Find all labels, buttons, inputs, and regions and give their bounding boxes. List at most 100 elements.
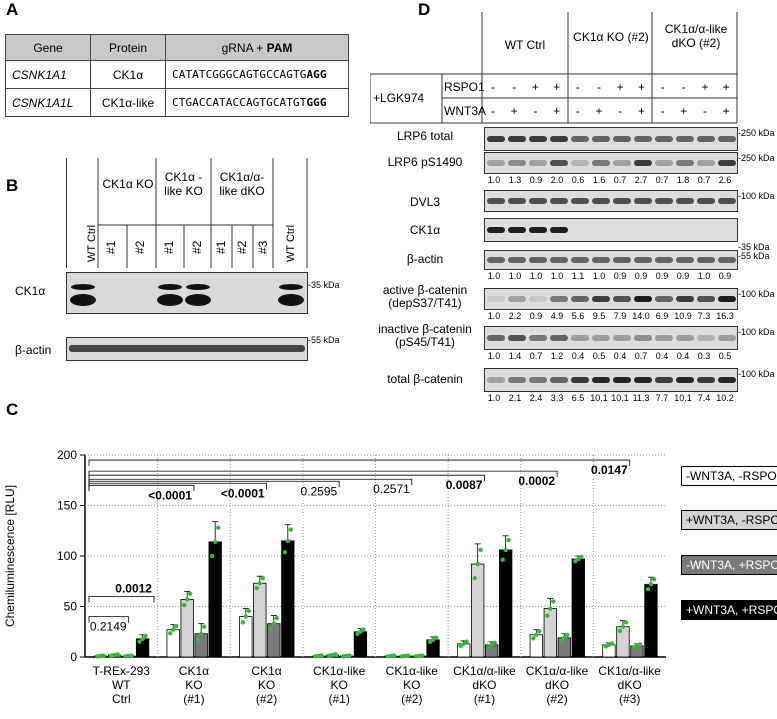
data-point [215, 525, 221, 530]
panel-b-group-ck1a-like-ko: CK1α -like KO [164, 170, 203, 198]
data-point [268, 627, 274, 632]
panel-letter-a: A [6, 0, 19, 19]
table-row: CSNK1A1 CK1α CATATCGGGCAGTGCCAGTGAGG [5, 60, 349, 89]
significance-bracket [88, 459, 631, 467]
data-point [623, 620, 629, 625]
data-point [492, 640, 497, 645]
panel-b-blot-label-ck1a: CK1α [15, 284, 46, 298]
data-point [548, 606, 553, 611]
data-point [143, 633, 148, 639]
panel-letter-d: D [418, 0, 431, 19]
legend-item-0: -WNT3A, -RSPO1 [681, 466, 777, 486]
data-point [271, 621, 277, 626]
quant-value: 1.3 [508, 175, 522, 185]
p-value-label: 0.0147 [591, 463, 628, 477]
data-point [433, 635, 439, 640]
data-point [531, 636, 536, 641]
panel-d-group-dko: CK1α/α-like dKO (#2) [664, 22, 728, 50]
quant-value: 1.0 [487, 271, 501, 281]
quant-value: 6.9 [655, 311, 669, 321]
data-point [115, 652, 120, 657]
rspo1-sign: - [491, 80, 495, 94]
data-point [198, 631, 204, 636]
quant-value: 1.1 [571, 271, 585, 281]
data-point [140, 636, 145, 642]
panel-d-marker: -35 kDa [738, 242, 770, 252]
data-point [419, 653, 425, 658]
panel-letter-c: C [6, 400, 19, 419]
pam-label: PAM [266, 40, 293, 55]
y-axis-label: Chemiluminescence [RLU] [3, 485, 17, 627]
quant-value: 10.1 [590, 393, 608, 403]
quant-value: 2.6 [718, 175, 732, 185]
quant-value: 0.4 [655, 351, 669, 361]
data-point [391, 653, 397, 658]
wnt3a-sign: + [637, 104, 645, 118]
quant-value: 1.0 [487, 393, 501, 403]
legend-item-1: +WNT3A, -RSPO1 [681, 510, 777, 530]
panel-d-blot [484, 368, 738, 392]
bar [253, 582, 267, 658]
rspo1-sign: + [701, 80, 709, 94]
panel-b-marker-55: -55 kDa [308, 335, 340, 345]
data-point [464, 639, 469, 644]
quant-value: 0.7 [634, 351, 648, 361]
p-value-label: 0.2595 [300, 484, 337, 498]
data-point [257, 581, 263, 586]
bar [571, 558, 585, 658]
quant-value: 4.9 [550, 311, 564, 321]
rspo1-sign: - [512, 80, 517, 94]
rspo1-sign: + [637, 80, 645, 94]
quant-value: 10.2 [716, 393, 734, 403]
p-value-label: 0.2571 [373, 482, 410, 496]
bar [644, 583, 658, 658]
panel-b-blot-label-actin: β-actin [15, 343, 52, 357]
protein-name: CK1α [90, 60, 166, 89]
quant-value: 0.9 [655, 271, 669, 281]
data-point [537, 629, 542, 634]
data-point [254, 586, 260, 591]
bar-chart: 0 50 100 150 200 Chemiluminescence [RLU] T-REx… [3, 448, 666, 706]
wnt3a-sign: - [491, 104, 495, 118]
significance-bracket [88, 470, 558, 478]
legend-item-3: +WNT3A, +RSPO1 [681, 600, 777, 620]
quant-value: 1.0 [508, 271, 522, 281]
data-point [129, 653, 134, 658]
data-point [534, 632, 539, 637]
rspo1-sign: - [575, 80, 580, 94]
data-point [319, 653, 324, 658]
significance-bracket [88, 478, 413, 486]
rspo1-sign: - [681, 80, 686, 94]
data-point [562, 635, 567, 641]
quant-value: 1.0 [592, 271, 606, 281]
quant-value: 5.6 [571, 311, 585, 321]
data-point [173, 623, 179, 629]
grna-sequence: CTGACCATACCAGTGCATGTGGG [165, 88, 349, 117]
data-point [333, 652, 338, 657]
data-point [617, 628, 623, 634]
x-tick-label: CK1α/α-like dKO (#2) [526, 664, 589, 706]
x-tick-label: CK1α/α-like dKO (#3) [598, 664, 661, 706]
quant-value: 10.1 [611, 393, 629, 403]
panel-letter-b: B [6, 176, 19, 195]
quant-value: 1.8 [676, 175, 690, 185]
panel-b-clone: #1 [214, 240, 228, 254]
rspo1-sign: + [722, 80, 730, 94]
panel-d-blot-label: inactive β-catenin (pS45/T41) [378, 322, 472, 349]
quant-value: 7.9 [613, 311, 627, 321]
data-point [184, 597, 190, 602]
data-point [274, 615, 280, 621]
panel-d-marker: -250 kDa [738, 153, 775, 163]
significance-bracket [88, 596, 155, 603]
panel-d-blot-label: total β-catenin [387, 372, 463, 386]
data-point [361, 627, 366, 632]
panel-b-blot-actin [66, 337, 308, 361]
table-header-protein: Protein [90, 34, 166, 61]
data-point [478, 547, 483, 553]
data-point [347, 653, 352, 658]
wnt3a-sign: - [660, 104, 665, 118]
grna-sequence: CATATCGGGCAGTGCCAGTGAGG [165, 60, 349, 89]
panel-b-group-wt-ctrl-2: WT Ctrl [285, 224, 297, 262]
quant-value: 1.0 [487, 175, 501, 185]
quant-value: 1.0 [487, 351, 501, 361]
